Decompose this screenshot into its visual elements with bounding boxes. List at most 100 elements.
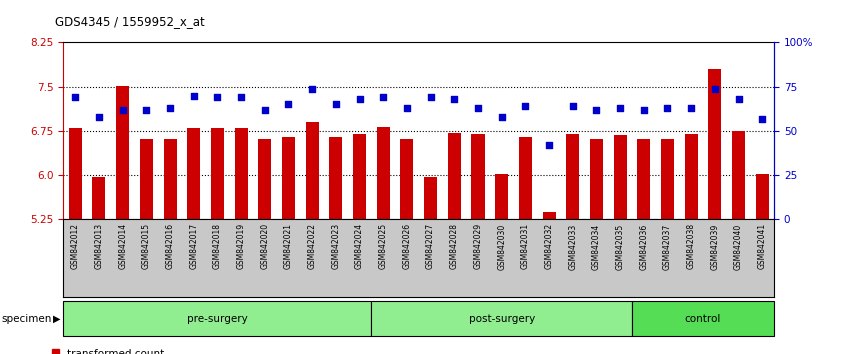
Text: GSM842019: GSM842019 <box>237 223 245 269</box>
Text: GSM842026: GSM842026 <box>403 223 411 269</box>
Bar <box>661 139 674 219</box>
Text: GSM842017: GSM842017 <box>190 223 198 269</box>
Text: GSM842013: GSM842013 <box>95 223 103 269</box>
Point <box>400 105 414 111</box>
Bar <box>329 137 343 219</box>
Text: GSM842027: GSM842027 <box>426 223 435 269</box>
Point <box>92 114 106 120</box>
Point <box>708 86 722 91</box>
Bar <box>732 131 745 219</box>
Bar <box>116 86 129 219</box>
Point <box>661 105 674 111</box>
Text: GSM842028: GSM842028 <box>450 223 459 269</box>
Point <box>140 107 153 113</box>
Text: GSM842038: GSM842038 <box>687 223 695 269</box>
Bar <box>495 174 508 219</box>
Point <box>234 95 248 100</box>
Bar <box>590 139 603 219</box>
Point <box>448 96 461 102</box>
Bar <box>566 134 580 219</box>
Point <box>329 102 343 107</box>
Text: control: control <box>685 314 721 324</box>
Text: GSM842018: GSM842018 <box>213 223 222 269</box>
Bar <box>400 139 414 219</box>
Text: pre-surgery: pre-surgery <box>187 314 248 324</box>
Bar <box>613 135 627 219</box>
Point <box>187 93 201 98</box>
Point <box>495 114 508 120</box>
Text: GSM842040: GSM842040 <box>734 223 743 270</box>
Bar <box>519 137 532 219</box>
Bar <box>424 177 437 219</box>
Text: GSM842016: GSM842016 <box>166 223 174 269</box>
Bar <box>92 177 106 219</box>
Text: GSM842024: GSM842024 <box>355 223 364 269</box>
Bar <box>234 128 248 219</box>
Bar <box>211 128 224 219</box>
Point <box>376 95 390 100</box>
Legend: transformed count, percentile rank within the sample: transformed count, percentile rank withi… <box>52 349 244 354</box>
FancyBboxPatch shape <box>63 301 371 336</box>
Point <box>305 86 319 91</box>
Text: GSM842034: GSM842034 <box>592 223 601 270</box>
Point <box>542 142 556 148</box>
Point <box>211 95 224 100</box>
Bar <box>376 127 390 219</box>
FancyBboxPatch shape <box>632 301 774 336</box>
Text: ▶: ▶ <box>53 314 61 324</box>
Text: GSM842020: GSM842020 <box>261 223 269 269</box>
Point <box>566 103 580 109</box>
Bar <box>353 134 366 219</box>
Point <box>69 95 82 100</box>
Bar <box>637 139 651 219</box>
Point <box>613 105 627 111</box>
Text: GSM842035: GSM842035 <box>616 223 624 270</box>
Bar <box>684 134 698 219</box>
Point <box>282 102 295 107</box>
FancyBboxPatch shape <box>371 301 632 336</box>
Point <box>471 105 485 111</box>
Text: GSM842021: GSM842021 <box>284 223 293 269</box>
Text: GSM842025: GSM842025 <box>379 223 387 269</box>
Text: GSM842022: GSM842022 <box>308 223 316 269</box>
Text: GSM842031: GSM842031 <box>521 223 530 269</box>
Bar <box>448 133 461 219</box>
Text: GSM842041: GSM842041 <box>758 223 766 269</box>
Text: specimen: specimen <box>2 314 52 324</box>
Point <box>519 103 532 109</box>
Point <box>258 107 272 113</box>
Bar <box>258 139 272 219</box>
Bar <box>69 128 82 219</box>
Text: GSM842032: GSM842032 <box>545 223 553 269</box>
Text: GSM842029: GSM842029 <box>474 223 482 269</box>
Bar <box>163 139 177 219</box>
Point <box>684 105 698 111</box>
Bar <box>471 134 485 219</box>
Bar <box>542 212 556 219</box>
Text: GDS4345 / 1559952_x_at: GDS4345 / 1559952_x_at <box>55 15 205 28</box>
Point <box>755 116 769 121</box>
Point <box>424 95 437 100</box>
Bar <box>187 128 201 219</box>
Bar <box>755 174 769 219</box>
Text: GSM842023: GSM842023 <box>332 223 340 269</box>
Point <box>637 107 651 113</box>
Text: GSM842015: GSM842015 <box>142 223 151 269</box>
Bar <box>282 137 295 219</box>
Text: GSM842030: GSM842030 <box>497 223 506 270</box>
Text: GSM842012: GSM842012 <box>71 223 80 269</box>
Bar <box>140 139 153 219</box>
Point <box>163 105 177 111</box>
Text: GSM842039: GSM842039 <box>711 223 719 270</box>
Bar <box>305 122 319 219</box>
Text: post-surgery: post-surgery <box>469 314 535 324</box>
Point <box>116 107 129 113</box>
Text: GSM842036: GSM842036 <box>640 223 648 270</box>
Bar <box>708 69 722 219</box>
Text: GSM842037: GSM842037 <box>663 223 672 270</box>
Point <box>590 107 603 113</box>
Point <box>353 96 366 102</box>
Point <box>732 96 745 102</box>
Text: GSM842033: GSM842033 <box>569 223 577 270</box>
Text: GSM842014: GSM842014 <box>118 223 127 269</box>
